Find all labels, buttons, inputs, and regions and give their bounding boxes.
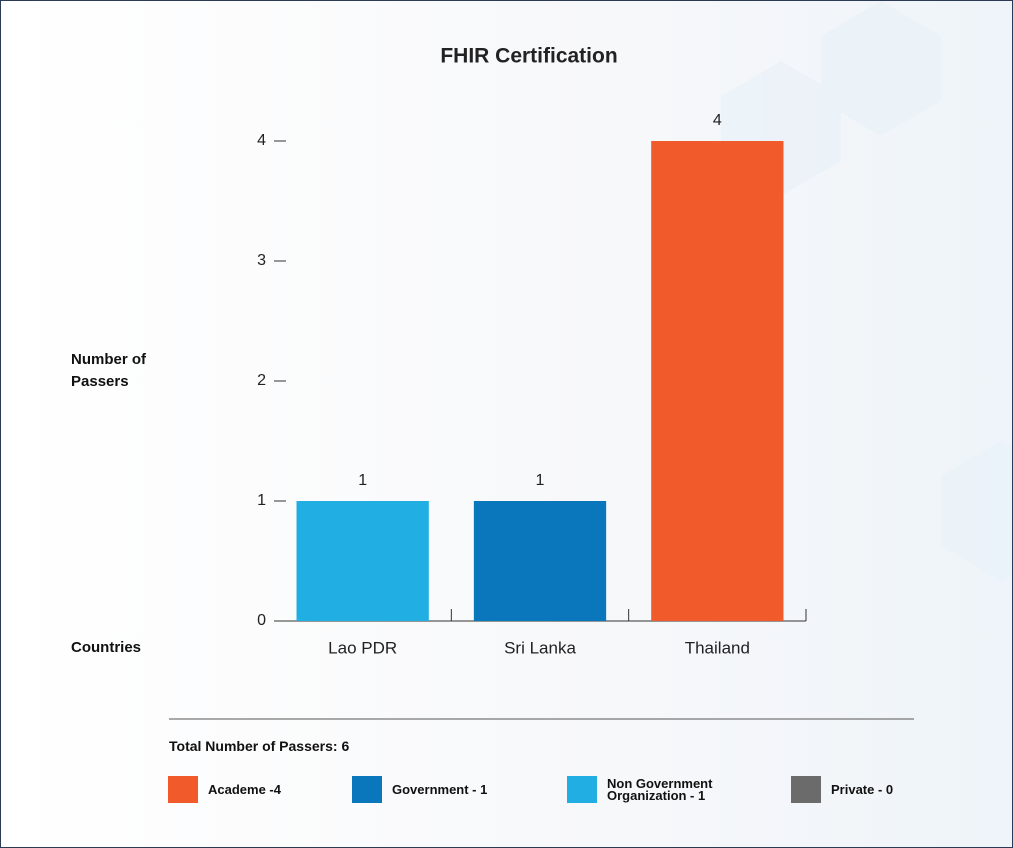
legend-swatch (352, 776, 382, 803)
y-tick-label: 2 (257, 372, 266, 389)
bar (651, 141, 784, 621)
chart-title: FHIR Certification (440, 45, 617, 68)
y-tick-label: 3 (257, 252, 266, 269)
y-tick-label: 0 (257, 612, 266, 629)
bar (296, 501, 429, 621)
bar (473, 501, 607, 621)
legend-label: Government - 1 (392, 781, 488, 797)
y-tick-label: 4 (257, 132, 266, 149)
x-tick-label: Lao PDR (328, 638, 397, 657)
x-axis-title: Countries (71, 639, 142, 656)
value-label: 1 (536, 472, 545, 489)
y-tick-label: 1 (257, 492, 266, 509)
legend-swatch (791, 776, 821, 803)
legend-item: Government - 1 (352, 776, 522, 803)
legend-item: Non Government Organization - 1 (567, 776, 737, 803)
value-label: 4 (713, 112, 722, 129)
legend-swatch (567, 776, 597, 803)
legend-label: Non Government Organization - 1 (607, 775, 713, 803)
legend-item: Academe -4 (168, 776, 338, 803)
x-tick-label: Sri Lanka (504, 638, 576, 657)
legend-item: Private - 0 (791, 776, 961, 803)
legend-label: Private - 0 (831, 781, 894, 797)
legend-swatch (168, 776, 198, 803)
x-tick-label: Thailand (685, 638, 750, 657)
y-axis-title: Number of Passers (71, 351, 146, 390)
summary: Total Number of Passers: 6 (169, 738, 350, 754)
legend-label: Academe -4 (208, 781, 281, 797)
value-label: 1 (358, 472, 367, 489)
